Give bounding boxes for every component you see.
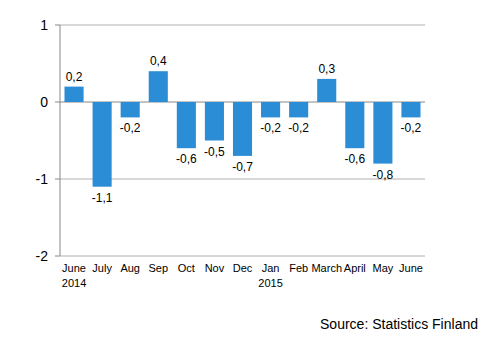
x-tick-label: Sep (148, 262, 168, 274)
y-tick-label: -2 (36, 248, 49, 264)
x-tick-label: June2014 (62, 262, 86, 289)
data-label: -0,7 (232, 160, 253, 174)
tick-mark (55, 256, 60, 257)
data-label: -0,2 (120, 121, 141, 135)
grid-line (60, 179, 425, 180)
data-label: 0,2 (66, 70, 83, 84)
bar (261, 102, 280, 117)
data-label: -0,2 (401, 121, 422, 135)
bar (93, 102, 112, 187)
bar (345, 102, 364, 148)
source-note: Source: Statistics Finland (320, 316, 478, 332)
y-axis-line (60, 25, 61, 256)
bar (233, 102, 252, 156)
x-tick-label: July (92, 262, 112, 274)
data-label: 0,3 (318, 62, 335, 76)
bar (205, 102, 224, 141)
grid-line (60, 256, 425, 257)
x-tick-label: Jan2015 (258, 262, 282, 289)
data-label: -0,6 (344, 152, 365, 166)
tick-mark (55, 179, 60, 180)
x-tick-label: Feb (289, 262, 308, 274)
bar (401, 102, 420, 117)
bar (64, 87, 83, 102)
data-label: -0,5 (204, 145, 225, 159)
data-label: -1,1 (92, 191, 113, 205)
bar (317, 79, 336, 102)
bar (149, 71, 168, 102)
bar (177, 102, 196, 148)
chart: -2 -1 0 1 0,2 -1,1 -0,2 0,4 -0,6 -0,5 -0,7 -0,2 -0,2… (0, 0, 494, 339)
x-tick-label: April (344, 262, 366, 274)
data-label: -0,6 (176, 152, 197, 166)
data-label: -0,2 (260, 121, 281, 135)
data-label: 0,4 (150, 54, 167, 68)
x-tick-label: Oct (178, 262, 195, 274)
x-tick-label: March (311, 262, 342, 274)
y-tick-label: 1 (40, 17, 48, 33)
grid-line (60, 25, 425, 26)
bar (373, 102, 392, 164)
x-tick-label: June (399, 262, 423, 274)
x-tick-label: Aug (120, 262, 140, 274)
tick-mark (55, 102, 60, 103)
x-tick-label: May (372, 262, 393, 274)
y-tick-label: 0 (40, 94, 48, 110)
x-tick-label: Dec (233, 262, 253, 274)
bars (64, 71, 420, 187)
x-tick-label: Nov (205, 262, 225, 274)
data-label: -0,8 (373, 168, 394, 182)
tick-mark (55, 25, 60, 26)
bar (121, 102, 140, 117)
y-tick-label: -1 (36, 171, 49, 187)
bar (289, 102, 308, 117)
data-label: -0,2 (288, 121, 309, 135)
